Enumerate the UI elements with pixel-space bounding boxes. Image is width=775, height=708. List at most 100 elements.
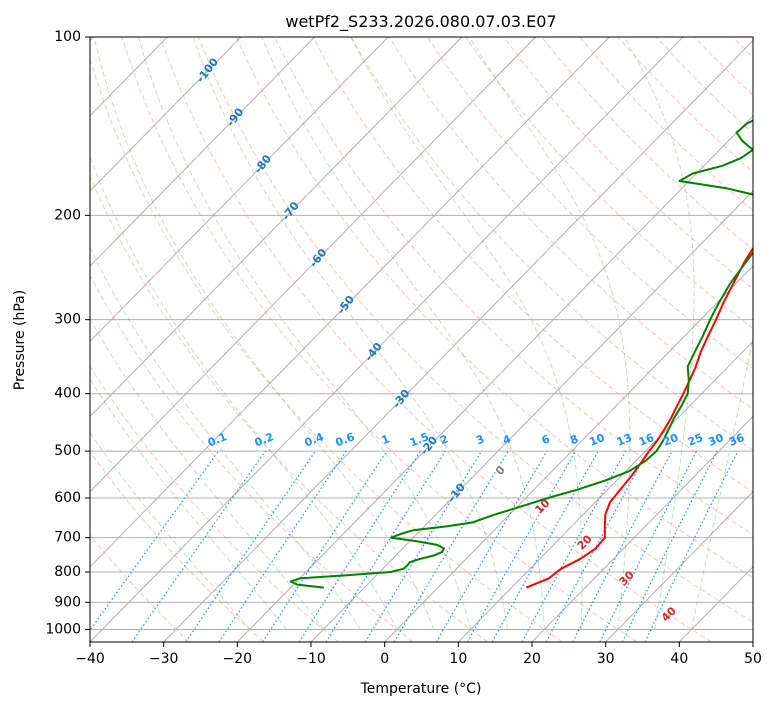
x-tick-label: −20 [223, 651, 253, 667]
skewed-isotherms [90, 37, 753, 642]
mixing-ratio-line [218, 450, 347, 642]
mixing-ratio-line [298, 450, 422, 642]
dry-adiabat [465, 37, 753, 329]
dry-adiabat [90, 533, 190, 642]
mixing-ratio-label: 3 [474, 432, 486, 447]
moist-adiabat [90, 155, 398, 630]
sounding-profiles [289, 119, 753, 589]
isotherm [90, 37, 389, 343]
y-tick-label: 200 [54, 207, 81, 223]
moist-adiabat [90, 378, 287, 630]
isotherm [384, 265, 753, 642]
y-tick-label: 700 [54, 530, 81, 546]
isotherm [90, 37, 610, 568]
y-axis-label: Pressure (hPa) [12, 290, 28, 390]
mixing-ratio-label: 30 [706, 431, 725, 449]
mixing-ratio-line [491, 450, 599, 642]
dry-adiabat [159, 37, 712, 642]
dry-adiabat [312, 37, 753, 493]
y-tick-label: 400 [54, 386, 81, 402]
mixing-ratio-line [364, 450, 483, 642]
y-tick-label: 100 [54, 29, 81, 45]
dry-adiabat [388, 37, 753, 410]
moist-adiabat [623, 37, 695, 630]
mixing-ratio-line [621, 450, 718, 642]
plot-frame [89, 36, 754, 643]
moist-adiabat [90, 246, 361, 630]
x-tick-label: 50 [744, 651, 762, 667]
x-tick-label: 10 [449, 651, 467, 667]
isotherm [90, 37, 684, 642]
sounding-line-2 [289, 119, 753, 589]
mixing-ratio-line [545, 450, 649, 642]
moist-adiabat [192, 37, 508, 630]
plot-area: -100-90-80-70-60-50-40-30-20-100.1 0.2 0.4… [90, 37, 753, 642]
moist-adiabat [469, 37, 631, 630]
dry-adiabat [197, 37, 753, 623]
x-tick-label: −40 [75, 651, 105, 667]
y-tick-label: 1000 [45, 621, 81, 637]
dry-adiabat [236, 37, 753, 579]
dry-adiabat [121, 37, 638, 642]
mixing-ratio-label: 1 [380, 432, 392, 447]
x-tick-label: −10 [296, 651, 326, 667]
moist-adiabat [93, 37, 435, 630]
mixing-ratio-line [185, 450, 316, 642]
chart-title: wetPf2_S233.2026.080.07.03.E07 [285, 12, 556, 32]
mixing-ratio-line [521, 450, 627, 642]
moist-adiabats [90, 37, 753, 630]
mixing-ratio-label: 13 [615, 431, 634, 449]
x-tick-label: 20 [523, 651, 541, 667]
mixing-ratio-line [599, 450, 698, 642]
mixing-ratio-line [90, 450, 220, 632]
isotherm [90, 37, 463, 418]
y-tick-label: 600 [54, 490, 81, 506]
dry-adiabat [274, 37, 753, 536]
moist-adiabat [350, 37, 583, 630]
y-axis-ticks: 100 200 300 400 500 600 700 800 900 1000 [45, 29, 90, 637]
moist-adiabat [90, 431, 250, 630]
mixing-ratio-line [466, 450, 577, 642]
mixing-ratio-label: 2 [438, 432, 450, 447]
dry-adiabat [503, 37, 753, 290]
isotherm [531, 415, 753, 642]
y-tick-label: 500 [54, 443, 81, 459]
mixing-ratio-label: 16 [637, 431, 656, 449]
isotherm [605, 490, 753, 642]
mixing-ratio-label: 10 [587, 431, 606, 449]
x-tick-label: 0 [380, 651, 389, 667]
mixing-ratio-label: 36 [727, 431, 746, 449]
mixing-ratio-label: 8 [568, 432, 580, 447]
pressure-gridlines [90, 37, 753, 630]
mixing-ratio-label: 20 [661, 431, 680, 449]
mixing-ratio-line [262, 450, 388, 642]
isotherm [457, 340, 753, 642]
dry-adiabat [90, 365, 339, 642]
isotherm [90, 37, 242, 192]
x-tick-label: 30 [597, 651, 615, 667]
x-tick-label: 40 [670, 651, 688, 667]
y-tick-label: 300 [54, 312, 81, 328]
mixing-ratio-line [131, 450, 266, 642]
y-tick-label: 800 [54, 564, 81, 580]
mixing-ratio-label: 25 [686, 431, 705, 449]
isotherm [163, 39, 753, 642]
x-axis-label: Temperature (°C) [360, 681, 482, 697]
x-tick-label: −30 [149, 651, 179, 667]
mixing-ratio-lines [90, 450, 739, 642]
isotherm [236, 115, 753, 642]
dry-adiabat [90, 274, 414, 642]
y-tick-label: 900 [54, 594, 81, 610]
dry-adiabat [90, 56, 563, 642]
moist-adiabat [90, 317, 324, 630]
moist-adiabat [138, 37, 472, 630]
moist-adiabat [261, 37, 545, 630]
x-axis-ticks: −40 −30 −20 −10 0 10 20 30 40 50 [75, 642, 762, 667]
moist-adiabat [691, 335, 753, 630]
isotherm [90, 37, 536, 493]
isotherm [90, 37, 315, 267]
sounding-line-1 [525, 246, 753, 589]
dry-adiabats [90, 37, 753, 642]
